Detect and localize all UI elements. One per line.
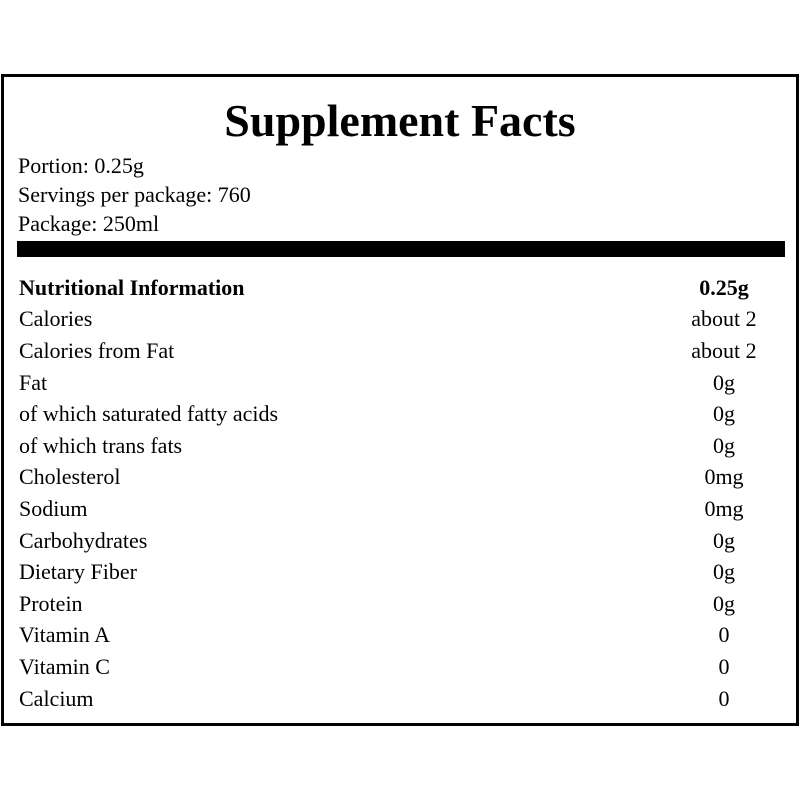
table-row: of which saturated fatty acids 0g	[19, 398, 789, 430]
supplement-facts-panel: Supplement Facts Portion: 0.25g Servings…	[1, 74, 799, 726]
table-row: Calcium 0	[19, 683, 789, 715]
row-label: of which trans fats	[19, 432, 183, 458]
header-label: Nutritional Information	[19, 274, 245, 300]
row-value: 0mg	[704, 464, 744, 490]
table-row: Calories from Fat about 2	[19, 335, 789, 367]
row-value: 0g	[713, 401, 735, 427]
divider-bar	[17, 241, 785, 257]
nutrition-table: Nutritional Information 0.25g Calories ab…	[19, 272, 789, 714]
portion-text: Portion: 0.25g	[18, 153, 144, 178]
table-row: Calories about 2	[19, 304, 789, 336]
header-value: 0.25g	[699, 274, 749, 300]
row-value: 0mg	[704, 495, 744, 521]
row-label: Dietary Fiber	[19, 559, 137, 585]
row-value: 0	[718, 685, 730, 711]
row-value: 0g	[713, 432, 735, 458]
table-row: of which trans fats 0g	[19, 430, 789, 462]
row-value: about 2	[691, 306, 757, 332]
table-row: Sodium 0mg	[19, 493, 789, 525]
row-value: 0	[718, 622, 730, 648]
row-label: Cholesterol	[19, 464, 121, 490]
row-value: 0g	[713, 527, 735, 553]
table-row: Vitamin A 0	[19, 620, 789, 652]
package-text: Package: 250ml	[18, 211, 160, 236]
row-label: Carbohydrates	[19, 527, 148, 553]
row-label: Vitamin C	[19, 653, 110, 679]
table-header: Nutritional Information 0.25g	[19, 272, 789, 304]
table-row: Carbohydrates 0g	[19, 525, 789, 557]
row-label: Protein	[19, 590, 83, 616]
serving-info: Portion: 0.25g Servings per package: 760…	[18, 151, 251, 238]
table-row: Fat 0g	[19, 367, 789, 399]
row-value: 0g	[713, 590, 735, 616]
row-label: Calories	[19, 306, 93, 332]
row-label: Vitamin A	[19, 622, 110, 648]
row-value: 0g	[713, 369, 735, 395]
row-value: 0g	[713, 559, 735, 585]
row-value: about 2	[691, 337, 757, 363]
row-value: 0	[718, 653, 730, 679]
row-label: Sodium	[19, 495, 88, 521]
table-row: Protein 0g	[19, 588, 789, 620]
row-label: Calcium	[19, 685, 94, 711]
row-label: of which saturated fatty acids	[19, 401, 279, 427]
table-row: Cholesterol 0mg	[19, 462, 789, 494]
table-row: Vitamin C 0	[19, 651, 789, 683]
table-row: Dietary Fiber 0g	[19, 556, 789, 588]
row-label: Fat	[19, 369, 48, 395]
row-label: Calories from Fat	[19, 337, 175, 363]
servings-text: Servings per package: 760	[18, 182, 251, 207]
panel-title: Supplement Facts	[224, 95, 576, 146]
